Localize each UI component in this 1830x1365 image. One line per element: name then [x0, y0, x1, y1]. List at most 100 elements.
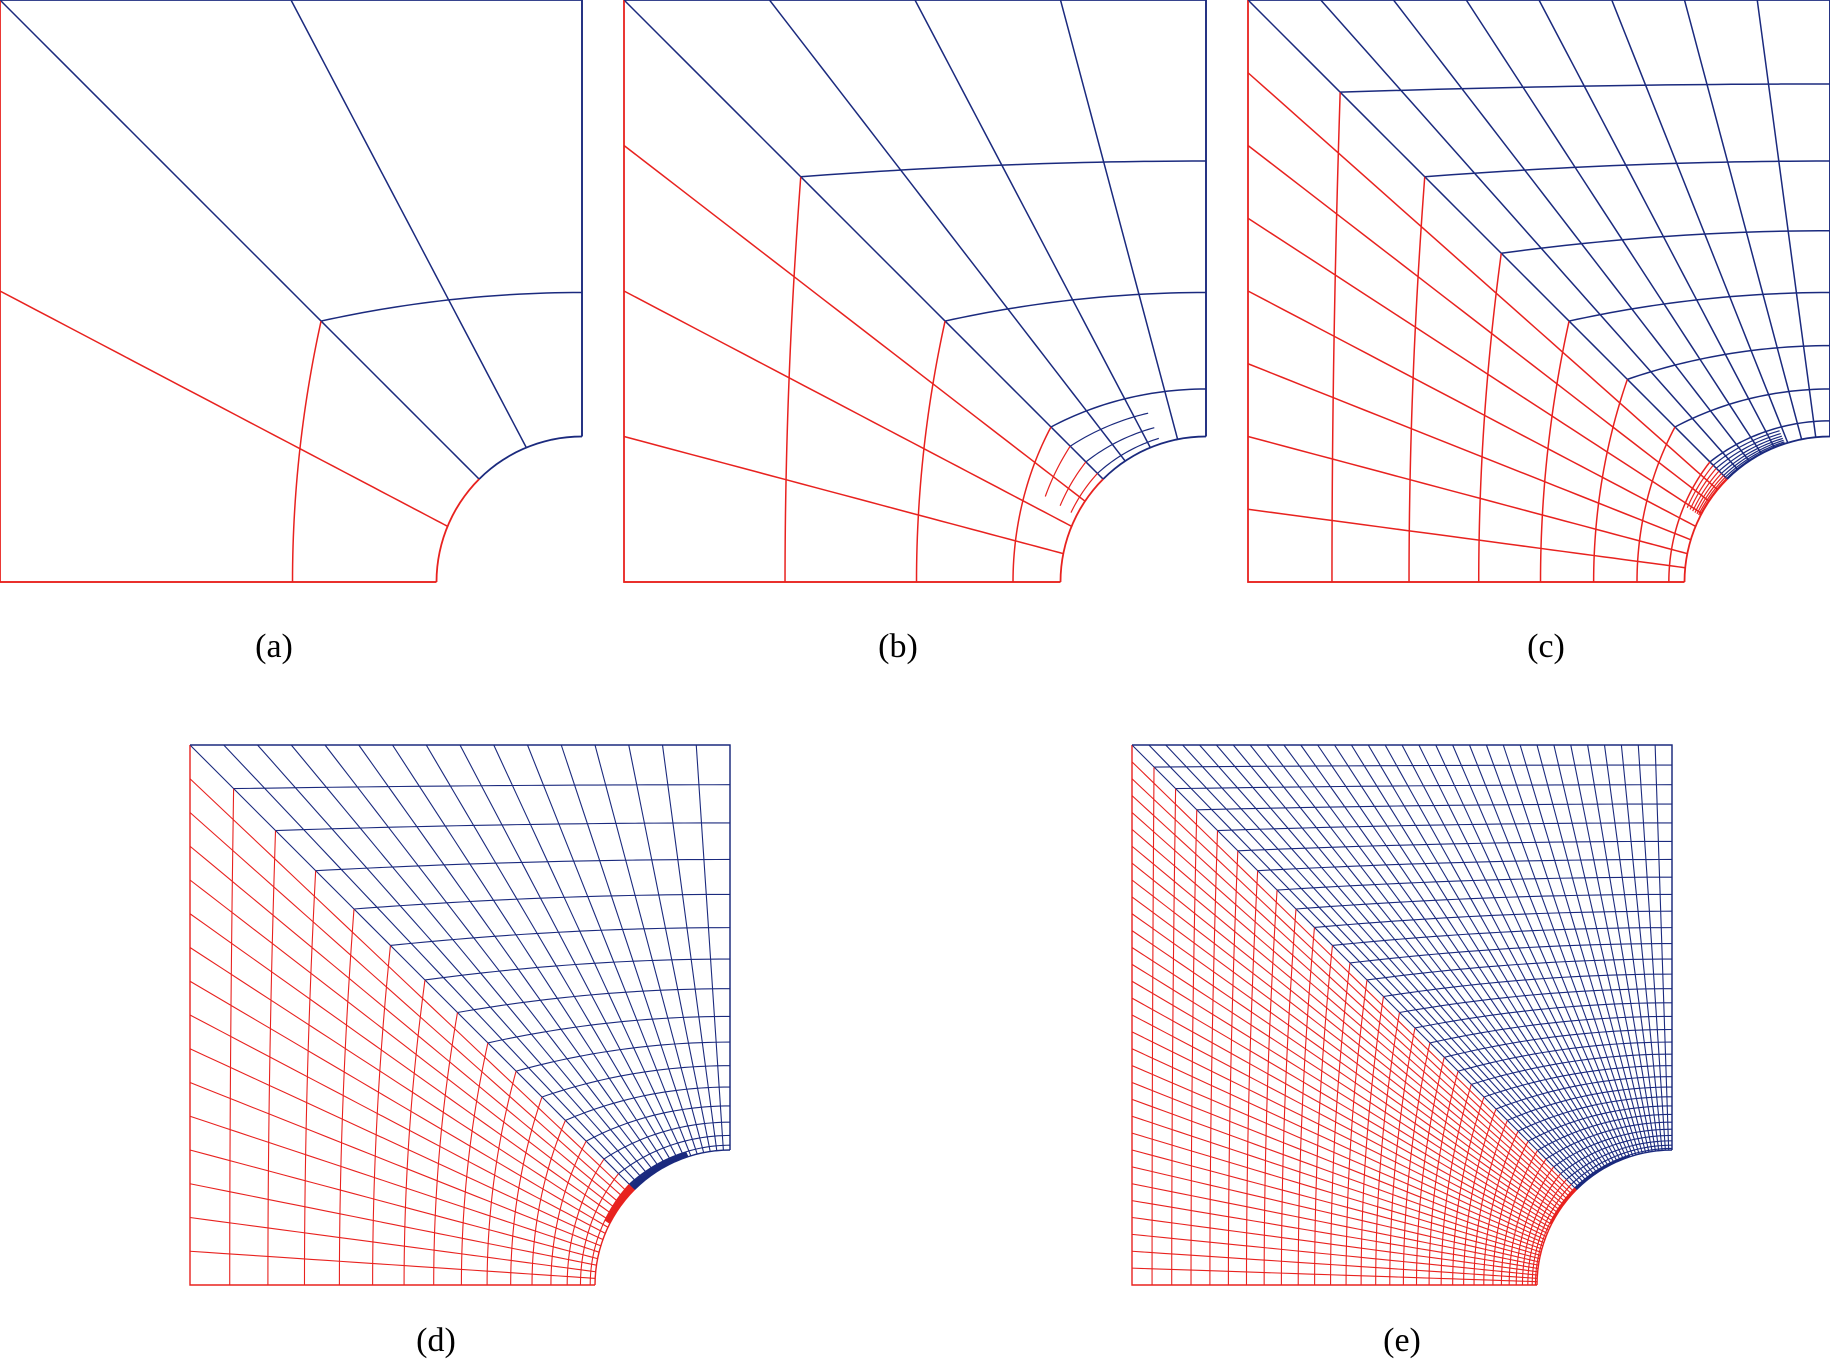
mesh-ring-line	[1314, 910, 1673, 929]
mesh-boundary-blue	[1132, 744, 1673, 1150]
mesh-radial-line	[1247, 508, 1686, 569]
mesh-panel-b	[623, 0, 1207, 583]
mesh-ring-line	[433, 1012, 459, 1286]
mesh-ring-line	[1383, 973, 1673, 998]
mesh-ring-line	[1515, 1166, 1555, 1286]
mesh-radial-line	[623, 144, 1086, 502]
mesh-ring-line	[1537, 1113, 1673, 1151]
mesh-radial-line	[628, 744, 711, 1152]
mesh-ring-line	[229, 788, 235, 1286]
mesh-radial-line	[189, 778, 631, 1195]
mesh-ring-line	[1428, 1070, 1459, 1286]
mesh-boundary-red	[0, 0, 437, 583]
mesh-ring-line	[1531, 1183, 1572, 1286]
mesh-ring-line	[531, 1120, 566, 1286]
mesh-ring-line	[1501, 229, 1830, 254]
mesh-radial-line	[189, 879, 619, 1211]
mesh-refined-ring	[629, 1152, 687, 1186]
mesh-ring-line	[1517, 1096, 1673, 1132]
mesh-refined-ring	[1715, 432, 1781, 469]
mesh-ring-line	[1508, 1158, 1547, 1286]
mesh-refined-ring	[1726, 442, 1785, 479]
panel-c-label: (c)	[1527, 628, 1565, 665]
mesh-radial-line	[392, 744, 667, 1167]
mesh-radial-line	[189, 947, 612, 1222]
mesh-radial-line	[1131, 980, 1551, 1228]
mesh-ring-line	[1366, 958, 1673, 981]
mesh-ring-line	[1237, 840, 1673, 852]
mesh-radial-line	[1247, 144, 1710, 502]
mesh-ring-line	[1196, 803, 1673, 811]
mesh-radial-line	[1683, 0, 1803, 440]
mesh-ring-line	[565, 1086, 731, 1121]
panel-e-label: (e)	[1383, 1322, 1421, 1359]
mesh-ring-line	[550, 1140, 587, 1286]
mesh-ring-line	[515, 1041, 731, 1072]
mesh-ring-line	[589, 1183, 630, 1286]
mesh-radial-line	[914, 0, 1151, 448]
mesh-refined-ring	[1686, 464, 1714, 508]
mesh-boundary-blue	[0, 0, 583, 437]
panel-a-label: (a)	[255, 628, 293, 665]
mesh-radial-line	[1131, 913, 1557, 1217]
mesh-ring-line	[1360, 996, 1385, 1286]
mesh-ring-line	[1263, 890, 1278, 1286]
mesh-ring-line	[1331, 92, 1341, 583]
mesh-ring-line	[1217, 822, 1673, 832]
mesh-ring-line	[275, 822, 731, 832]
mesh-radial-line	[1247, 72, 1719, 491]
mesh-boundary-red	[1247, 0, 1685, 583]
mesh-radial-line	[1570, 744, 1653, 1152]
mesh-ring-line	[566, 1158, 605, 1286]
mesh-radial-line	[1165, 744, 1582, 1186]
mesh-ring-line	[1452, 1096, 1485, 1286]
mesh-ring-line	[1297, 927, 1316, 1286]
mesh-ring-line	[579, 1173, 620, 1286]
mesh-refined-ring	[1696, 475, 1724, 515]
mesh-refined-ring	[1070, 473, 1098, 513]
mesh-radial-line	[0, 0, 480, 480]
mesh-refined-ring	[1698, 476, 1726, 516]
mesh-radial-line	[1131, 845, 1564, 1206]
panel-b-label: (b)	[878, 628, 918, 665]
mesh-ring-line	[1349, 943, 1673, 964]
hole-arc-blue	[1726, 435, 1830, 480]
mesh-refined-ring	[1044, 445, 1071, 497]
mesh-radial-line	[1266, 744, 1598, 1174]
mesh-radial-line	[493, 744, 686, 1159]
mesh-ring-line	[1402, 1042, 1431, 1286]
mesh-panel-a	[0, 0, 583, 583]
mesh-radial-line	[1131, 1132, 1541, 1256]
mesh-radial-line	[661, 744, 718, 1151]
hole-arc-red	[1059, 478, 1104, 583]
mesh-boundary-blue	[624, 0, 1207, 437]
mesh-ring-line	[541, 1065, 731, 1098]
mesh-radial-line	[1247, 0, 1728, 480]
mesh-ring-line	[1330, 962, 1351, 1286]
mesh-radial-line	[425, 744, 673, 1164]
hole-arc-red	[594, 1189, 636, 1286]
mesh-ring-line	[1483, 1130, 1519, 1286]
mesh-radial-line	[1320, 0, 1739, 471]
mesh-ring-line	[1257, 858, 1673, 872]
mesh-ring-line	[1495, 1076, 1673, 1110]
mesh-ring-line	[233, 784, 731, 790]
mesh-ring-line	[1245, 870, 1259, 1286]
mesh-refined-ring	[605, 1185, 632, 1222]
mesh-boundary-blue	[190, 744, 731, 1150]
mesh-radial-line	[1654, 744, 1670, 1151]
mesh-ring-line	[1545, 1121, 1673, 1160]
mesh-ring-line	[403, 979, 426, 1286]
mesh-refined-ring	[1085, 427, 1155, 463]
mesh-ring-line	[944, 291, 1207, 322]
mesh-radial-line	[1519, 744, 1643, 1154]
mesh-radial-line	[1300, 744, 1604, 1170]
mesh-ring-line	[628, 1144, 731, 1185]
mesh-ring-line	[1592, 379, 1629, 583]
mesh-refined-ring	[1721, 437, 1783, 474]
mesh-ring-line	[1463, 1108, 1497, 1286]
mesh-ring-line	[1389, 1027, 1416, 1286]
mesh-ring-line	[1408, 176, 1426, 583]
mesh-refined-ring	[1097, 437, 1159, 474]
mesh-radial-line	[1131, 812, 1569, 1200]
